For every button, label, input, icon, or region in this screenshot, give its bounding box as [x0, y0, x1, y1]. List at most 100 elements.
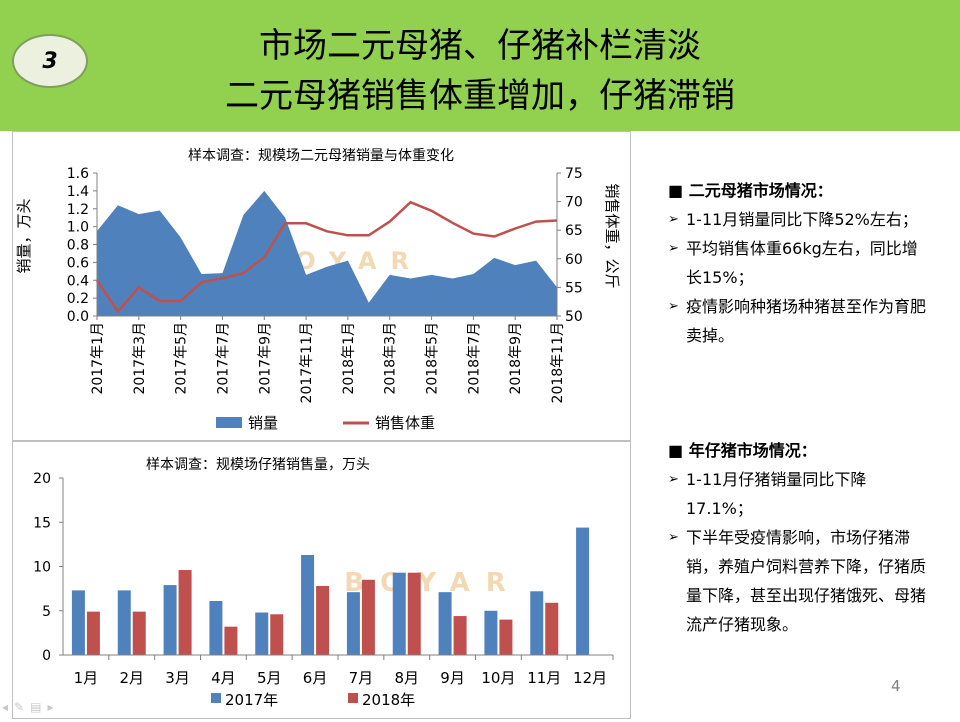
bar-2017: [163, 585, 177, 655]
arrow-icon: ➢: [668, 212, 679, 227]
piglet-item-1-text: 1-11月仔猪销量同比下降17.1%；: [686, 470, 867, 518]
bar-2017: [255, 612, 269, 655]
sow-item-1-text: 1-11月销量同比下降52%左右；: [686, 210, 918, 229]
slide-title-line1: 市场二元母猪、仔猪补栏清淡: [259, 26, 701, 66]
chart1-ytick-label: 0.8: [67, 238, 89, 254]
sow-item-2-text: 平均销售体重66kg左右，同比增长15%；: [686, 239, 918, 287]
chart2-xtick-label: 1月: [74, 669, 99, 687]
piglet-sales-chart: BOYAR 0 5 10 15 20 1月 2月 3月 4月 5月 6月 7月 8月 9月 10月 11月 12…: [12, 441, 631, 719]
chart1-xtick-label: 2017年5月: [174, 322, 190, 395]
piglet-heading-text: 年仔猪市场情况：: [688, 441, 817, 460]
chart1-ytick-label: 0.6: [67, 255, 89, 271]
bar-2018: [86, 611, 100, 655]
chart2-ytick-label: 0: [42, 648, 51, 664]
pen-icon[interactable]: ✎: [14, 700, 31, 714]
piglet-item-2: ➢ 下半年受疫情影响，市场仔猪滞销，养殖户饲料营养下降，仔猪质量下降，甚至出现仔猪…: [668, 523, 928, 639]
legend-swatch-sales: [216, 417, 242, 428]
chart1-ytick-label: 0.4: [67, 273, 89, 289]
chart2-ytick-label: 10: [33, 560, 51, 576]
slide-nav-controls[interactable]: ◂✎▤▸: [2, 700, 59, 714]
chart2-xtick-label: 2月: [119, 669, 144, 687]
piglet-item-2-text: 下半年受疫情影响，市场仔猪滞销，养殖户饲料营养下降，仔猪质量下降，甚至出现仔猪饿…: [686, 528, 927, 634]
chart1-xtick-label: 2018年5月: [425, 322, 441, 395]
sow-heading-text: 二元母猪市场情况：: [688, 181, 833, 200]
legend-label-2017: 2017年: [225, 691, 278, 709]
chart2-xtick-label: 5月: [257, 669, 282, 687]
menu-icon[interactable]: ▤: [30, 700, 48, 714]
chart2-ytick-label: 15: [33, 515, 51, 531]
bar-2017: [71, 590, 85, 655]
sow-item-2: ➢ 平均销售体重66kg左右，同比增长15%；: [668, 234, 928, 292]
slide-title-line2: 二元母猪销售体重增加，仔猪滞销: [225, 76, 735, 116]
bar-2018: [316, 585, 330, 655]
chart2-ytick-label: 20: [33, 471, 51, 487]
chart1-xtick-label: 2018年11月: [550, 322, 566, 403]
chart1-ytick-label: 1.2: [67, 202, 89, 218]
piglet-panel-heading: ■ 年仔猪市场情况：: [668, 441, 817, 460]
chart1-xtick-label: 2017年3月: [132, 322, 148, 395]
legend-swatch-2017: [211, 693, 221, 703]
bar-2017: [346, 592, 360, 655]
chart1-y2tick-label: 70: [565, 195, 583, 211]
legend-label-weight: 销售体重: [375, 414, 435, 432]
bar-2018: [178, 570, 192, 655]
chart1-xtick-label: 2017年7月: [215, 322, 231, 395]
chart1-y2tick-label: 50: [565, 309, 583, 325]
sales-area: [97, 190, 557, 316]
legend-label-sales: 销量: [248, 414, 278, 432]
chart2-xtick-label: 10月: [481, 669, 515, 687]
chart1-xtick-label: 2018年3月: [383, 322, 399, 395]
chart1-xtick-label: 2018年9月: [508, 322, 524, 395]
chart1-xtick-label: 2017年11月: [299, 322, 315, 403]
legend-label-2018: 2018年: [362, 691, 415, 709]
chart2-xtick-label: 7月: [349, 669, 374, 687]
weight-line: [95, 200, 558, 314]
bar-2018: [361, 579, 375, 655]
back-icon[interactable]: ◂: [2, 700, 15, 714]
chart2-xtick-label: 12月: [573, 669, 607, 687]
bar-2017: [392, 572, 406, 655]
bar-2018: [407, 572, 421, 655]
chart2-title: 样本调查：规模场仔猪销售量，万头: [146, 457, 370, 473]
bar-2018: [453, 616, 467, 655]
bar-2018: [499, 619, 513, 655]
arrow-icon: ➢: [668, 299, 679, 314]
chart1-ytick-label: 1.4: [67, 184, 89, 200]
slide-header: 3 市场二元母猪、仔猪补栏清淡 二元母猪销售体重增加，仔猪滞销: [0, 0, 960, 131]
chart1-xtick-label: 2017年1月: [90, 322, 106, 395]
chart1-ytick-label: 1.0: [67, 220, 89, 236]
sow-chart-svg: BOYAR 0.00.20.40.60.81.01.21.41.65055606…: [15, 148, 621, 432]
chart1-title: 样本调查：规模场二元母猪销量与体重变化: [188, 148, 454, 164]
sow-item-3-text: 疫情影响种猪场种猪甚至作为育肥卖掉。: [686, 297, 927, 345]
chart2-xtick-label: 6月: [303, 669, 328, 687]
chart2-ytick-label: 5: [42, 604, 51, 620]
page-number: 4: [891, 677, 901, 695]
bar-2018: [270, 614, 284, 655]
chart2-xtick-label: 3月: [165, 669, 190, 687]
forward-icon[interactable]: ▸: [47, 700, 60, 714]
bar-2018: [224, 626, 238, 655]
bar-2017: [484, 610, 498, 655]
sow-market-panel: ■ 二元母猪市场情况： ➢ 1-11月销量同比下降52%左右； ➢ 平均销售体重66…: [668, 176, 928, 350]
chart2-xtick-label: 8月: [394, 669, 419, 687]
arrow-icon: ➢: [668, 530, 679, 545]
sow-sales-chart: BOYAR 0.0 0.2 0.4 0.6 0.8 1.0 1.2 1.4 1.6 50 55 60 6…: [12, 131, 631, 441]
chart1-ytick-label: 0.0: [67, 309, 89, 325]
bar-2017: [301, 554, 315, 655]
piglet-market-panel: ■ 年仔猪市场情况： ➢ 1-11月仔猪销量同比下降17.1%； ➢ 下半年受疫情影…: [668, 436, 928, 639]
bar-2017: [576, 527, 590, 655]
chart1-ytick-label: 1.6: [67, 166, 89, 182]
section-badge: 3: [12, 34, 88, 88]
chart1-xtick-label: 2018年1月: [341, 322, 357, 395]
chart1-ylabel: 销量，万头: [15, 198, 33, 273]
chart1-y2tick-label: 75: [565, 166, 583, 182]
chart1-ytick-label: 0.2: [67, 291, 89, 307]
sow-item-3: ➢ 疫情影响种猪场种猪甚至作为育肥卖掉。: [668, 292, 928, 350]
bar-2018: [132, 611, 146, 655]
chart1-xtick-label: 2018年7月: [466, 322, 482, 395]
chart1-y2tick-label: 55: [565, 280, 583, 296]
arrow-icon: ➢: [668, 472, 679, 487]
section-number: 3: [42, 48, 58, 74]
sow-panel-heading: ■ 二元母猪市场情况：: [668, 181, 833, 200]
